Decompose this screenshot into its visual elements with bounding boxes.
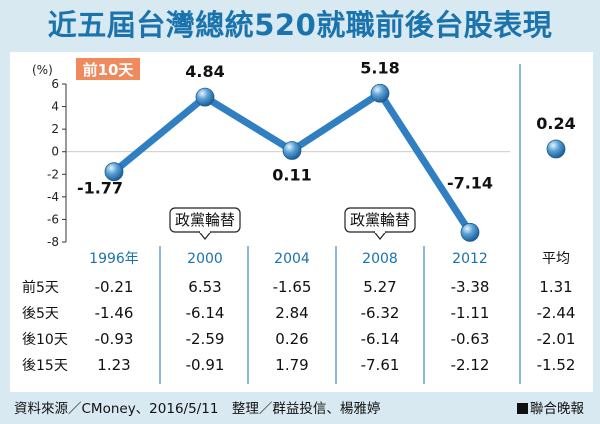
category-label: 2008: [362, 251, 398, 267]
table-cell: -1.46: [95, 304, 134, 322]
table-row-label: 後15天: [22, 358, 68, 374]
table-cell: -3.38: [451, 278, 490, 296]
table-row-label: 後10天: [22, 332, 68, 348]
table-cell: -0.21: [95, 278, 134, 296]
annotation-pointer-mask: [200, 230, 210, 233]
value-label: 0.24: [536, 114, 575, 133]
annotation-label: 政黨輪替: [350, 211, 410, 229]
data-point: [370, 83, 390, 103]
y-tick-label: 0: [51, 145, 59, 159]
y-tick-label: 2: [51, 122, 59, 136]
value-label: 5.18: [360, 58, 399, 77]
table-cell: -1.52: [537, 356, 576, 374]
table-cell: -0.93: [95, 330, 134, 348]
chart-canvas: (%)6 4 2 0 -2 -4 -6 -8 前10天 政黨輪替 政黨輪替 -1.77 4.84 0…: [22, 58, 576, 384]
category-label: 2000: [187, 251, 223, 267]
annotation-label: 政黨輪替: [175, 211, 235, 229]
footer: 資料來源／CMoney、2016/5/11 整理／群益投信、楊雅婷 聯合晚報: [14, 398, 594, 420]
source-text: 資料來源／CMoney、2016/5/11 整理／群益投信、楊雅婷: [14, 401, 381, 417]
data-point: [460, 222, 480, 242]
data-point: [546, 139, 566, 159]
value-label: -1.77: [77, 179, 123, 198]
series-line-segment: [110, 93, 209, 176]
series-line-segment: [288, 89, 384, 154]
y-tick-label: -6: [47, 212, 59, 226]
table-cell: -6.14: [186, 304, 225, 322]
value-label: -7.14: [447, 173, 493, 192]
y-tick-label: 6: [51, 77, 59, 91]
table-cell: -6.14: [361, 330, 400, 348]
value-label: 0.11: [272, 165, 311, 184]
table-cell: -1.65: [273, 278, 312, 296]
table-cell: -2.01: [537, 330, 576, 348]
table-cell: -7.61: [361, 356, 400, 374]
table-cell: 0.26: [275, 330, 308, 348]
table-cell: -1.11: [451, 304, 490, 322]
table-cell: 1.31: [539, 278, 572, 296]
data-point: [104, 162, 124, 182]
y-tick-label: -4: [47, 190, 59, 204]
table-row-label: 後5天: [22, 306, 59, 322]
chart-panel: (%) 6 4 2 0 -2 -4 -6 -8 前10天 政黨輪替 政黨輪替 -1.77 4.84 0…: [10, 52, 593, 392]
table-cell: 1.23: [97, 356, 130, 374]
table-cell: -2.59: [186, 330, 225, 348]
annotation-pointer: [198, 231, 212, 240]
table-cell: -2.12: [451, 356, 490, 374]
series-line-segment: [201, 93, 296, 154]
publisher-name: 聯合晚報: [530, 401, 584, 417]
badge-label: 前10天: [83, 61, 135, 79]
data-point: [282, 141, 302, 160]
table-cell: -0.63: [451, 330, 490, 348]
publisher: 聯合晚報: [517, 398, 584, 420]
category-label: 2004: [274, 251, 310, 267]
table-cell: -2.44: [537, 304, 576, 322]
annotation-pointer-mask: [375, 230, 385, 233]
table-cell: 5.27: [363, 278, 396, 296]
category-label: 2012: [452, 251, 488, 267]
table-cell: -6.32: [361, 304, 400, 322]
table-cell: -0.91: [186, 356, 225, 374]
category-label: 平均: [542, 251, 570, 267]
y-tick-label: -8: [47, 235, 59, 249]
annotation-pointer: [373, 231, 387, 240]
y-axis-label: (%): [32, 63, 53, 77]
category-label: 1996年: [89, 251, 139, 267]
y-tick-label: 4: [51, 100, 59, 114]
series-line-segment: [376, 89, 474, 236]
badge-bg: [76, 58, 140, 80]
table-cell: 6.53: [188, 278, 221, 296]
table-row-label: 前5天: [22, 279, 59, 296]
table-cell: 1.79: [275, 356, 308, 374]
publisher-square-icon: [517, 403, 528, 414]
data-point: [195, 87, 215, 107]
value-label: 4.84: [185, 62, 224, 81]
table-cell: 2.84: [275, 304, 308, 322]
y-tick-label: -2: [47, 167, 59, 181]
chart-title: 近五屆台灣總統520就職前後台股表現: [47, 8, 553, 42]
